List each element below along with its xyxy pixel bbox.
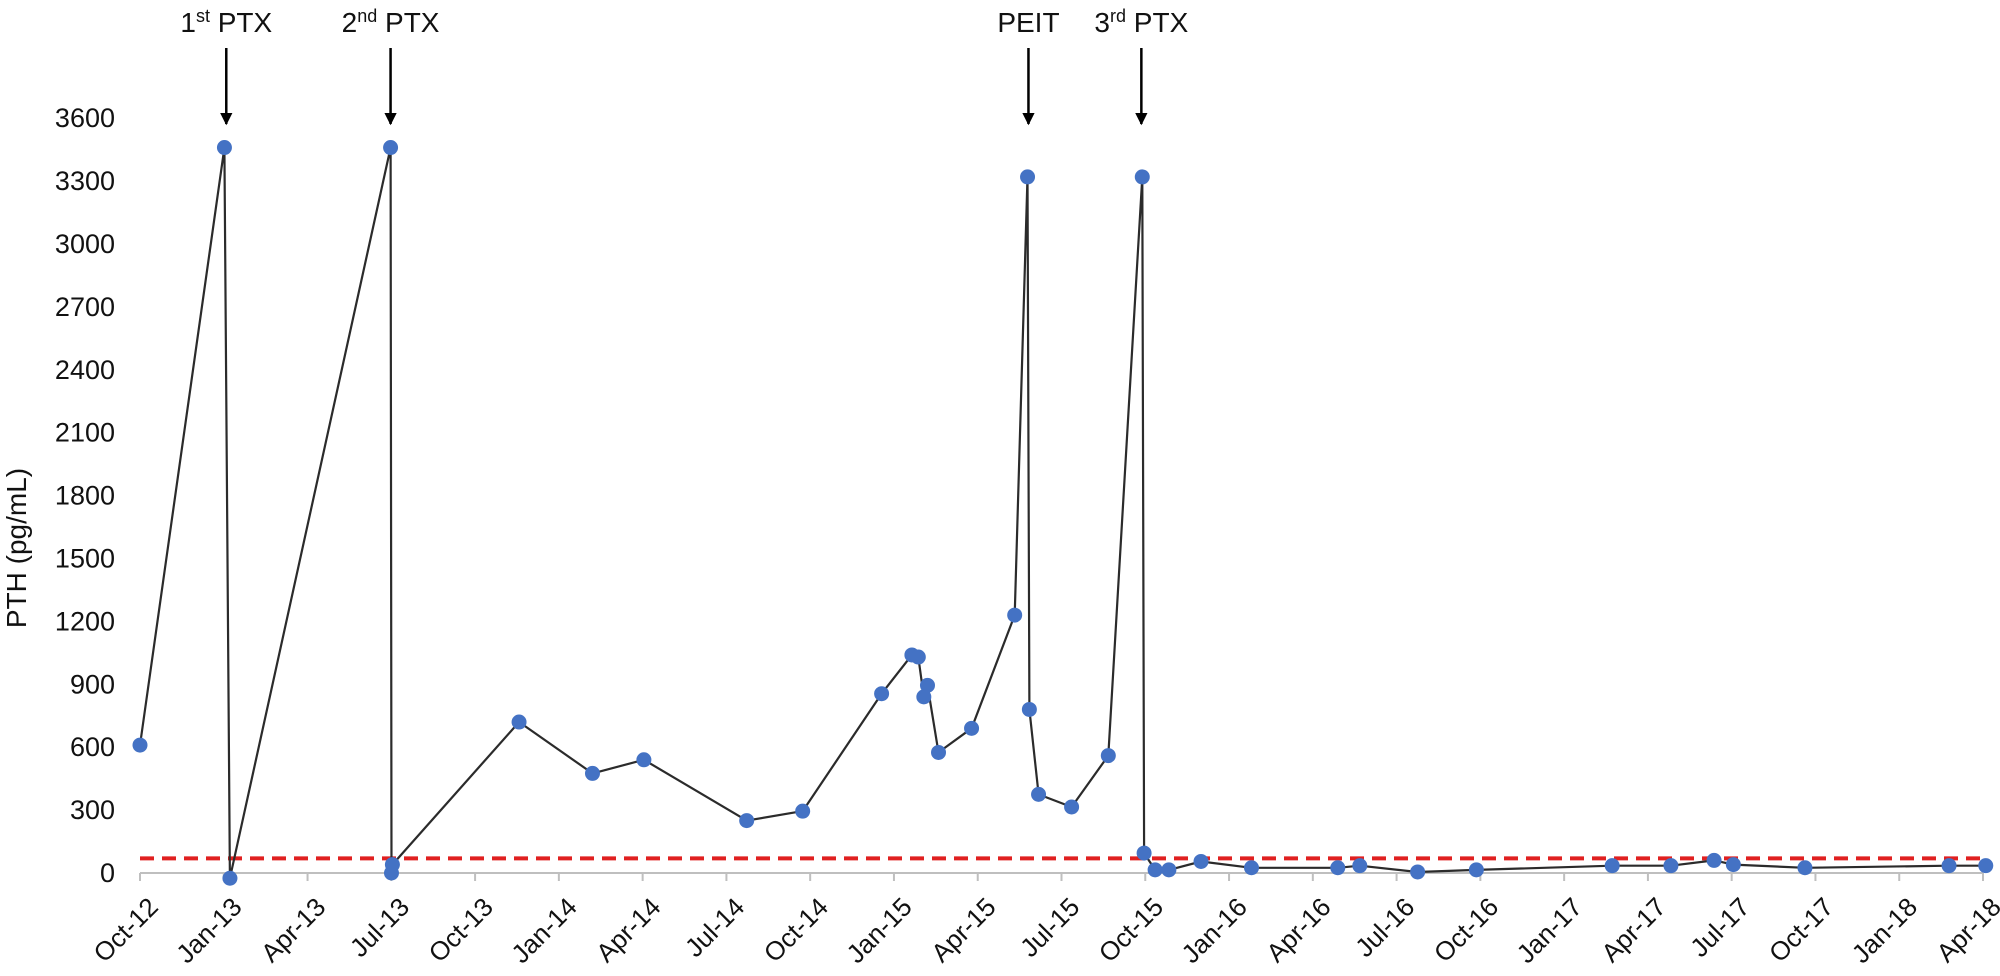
y-tick-label: 1800 (55, 481, 115, 511)
annotation-rest-text: PTX (377, 7, 440, 38)
annotation-base-text: 3 (1094, 7, 1110, 38)
data-point (931, 744, 947, 760)
y-tick-label: 3300 (55, 166, 115, 196)
series-line (138, 146, 1986, 880)
annotation-rest-text: PTX (1126, 7, 1189, 38)
x-tick-label: Apr-17 (1595, 892, 1671, 968)
data-point (383, 140, 399, 156)
annotation-rest-text: PTX (210, 7, 273, 38)
x-tick-label: Oct-12 (87, 892, 163, 968)
data-point (910, 649, 926, 665)
annotation-base-text: PEIT (997, 7, 1059, 38)
x-tick-label: Oct-14 (758, 892, 834, 968)
data-point (636, 752, 652, 768)
data-point (1663, 858, 1679, 874)
y-tick-label: 1200 (55, 606, 115, 636)
data-point (919, 677, 935, 693)
y-tick-label: 0 (100, 858, 115, 888)
data-point (1020, 169, 1036, 185)
x-tick-label: Jul-14 (679, 892, 750, 963)
data-point (1147, 862, 1163, 878)
annotation-superscript: nd (357, 6, 377, 26)
y-tick-label: 300 (70, 795, 115, 825)
data-point (916, 689, 932, 705)
data-point (1134, 169, 1150, 185)
data-point (1604, 858, 1620, 874)
y-tick-label: 2100 (55, 418, 115, 448)
data-point (132, 737, 148, 753)
x-tick-label: Jul-13 (344, 892, 415, 963)
x-tick-label: Oct-16 (1428, 892, 1504, 968)
x-tick-label: Apr-13 (255, 892, 331, 968)
x-tick-label: Apr-16 (1260, 892, 1336, 968)
event-annotation-label: 2nd PTX (342, 6, 440, 38)
data-point (1978, 858, 1994, 874)
annotation-base-text: 1 (180, 7, 196, 38)
data-point (1797, 860, 1813, 876)
x-tick-label: Jul-15 (1014, 892, 1085, 963)
annotation-superscript: rd (1110, 6, 1126, 26)
data-point (216, 140, 232, 156)
data-point (795, 803, 811, 819)
x-tick-label: Jan-14 (505, 892, 582, 969)
y-tick-label: 1500 (55, 544, 115, 574)
x-tick-label: Apr-14 (590, 892, 666, 968)
annotation-superscript: st (196, 6, 210, 26)
data-point (1161, 862, 1177, 878)
data-point (1243, 860, 1259, 876)
x-tick-label: Oct-13 (423, 892, 499, 968)
data-point (1352, 858, 1368, 874)
data-point (1136, 845, 1152, 861)
data-point (1007, 607, 1023, 623)
data-point (1941, 858, 1957, 874)
data-point (1725, 857, 1741, 873)
event-annotation-label: 3rd PTX (1094, 6, 1188, 38)
data-point (222, 870, 238, 886)
annotation-base-text: 2 (342, 7, 358, 38)
data-point (511, 714, 527, 730)
data-point (584, 765, 600, 781)
data-point (1021, 701, 1037, 717)
x-tick-label: Jul-16 (1349, 892, 1420, 963)
x-tick-label: Jan-13 (170, 892, 247, 969)
y-tick-label: 3000 (55, 229, 115, 259)
y-tick-label: 3600 (55, 103, 115, 133)
event-annotation-label: PEIT (997, 7, 1059, 38)
x-tick-label: Apr-18 (1930, 892, 2000, 968)
x-tick-label: Oct-15 (1093, 892, 1169, 968)
x-tick-label: Jan-17 (1511, 892, 1588, 969)
data-point (874, 686, 890, 702)
x-tick-label: Jul-17 (1684, 892, 1755, 963)
data-point (1193, 853, 1209, 869)
x-tick-label: Apr-15 (925, 892, 1001, 968)
data-point (739, 813, 755, 829)
data-point (1031, 786, 1047, 802)
y-tick-label: 2400 (55, 355, 115, 385)
data-point (1706, 852, 1722, 868)
data-point (1100, 748, 1116, 764)
event-annotation-label: 1st PTX (180, 6, 272, 38)
data-point (1468, 862, 1484, 878)
data-point (1330, 860, 1346, 876)
y-axis-title: PTH (pg/mL) (1, 468, 32, 628)
y-tick-label: 600 (70, 732, 115, 762)
x-tick-label: Jan-15 (840, 892, 917, 969)
data-point (384, 857, 400, 873)
x-tick-label: Oct-17 (1763, 892, 1839, 968)
data-point (1064, 799, 1080, 815)
data-point (1410, 864, 1426, 880)
y-tick-label: 900 (70, 669, 115, 699)
data-point (964, 720, 980, 736)
y-tick-label: 2700 (55, 292, 115, 322)
x-tick-label: Jan-16 (1175, 892, 1252, 969)
x-tick-label: Jan-18 (1846, 892, 1923, 969)
